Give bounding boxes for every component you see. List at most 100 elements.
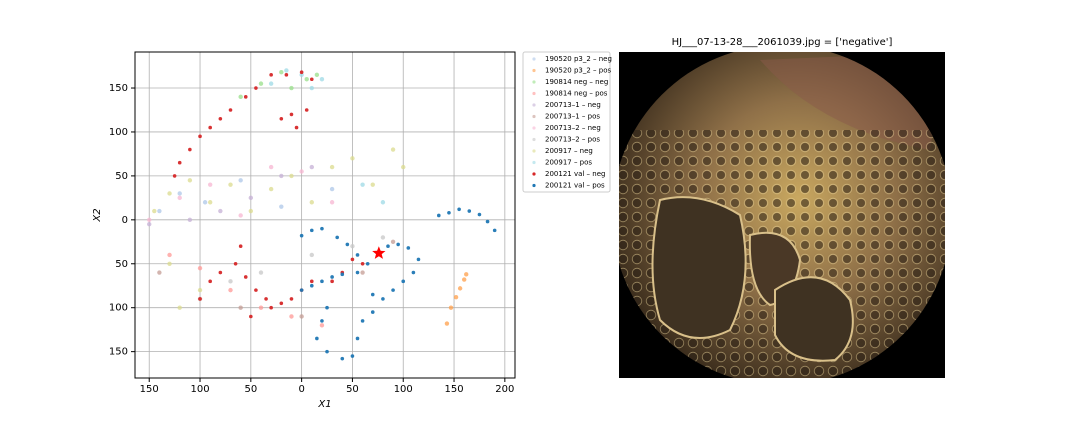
data-point [360, 270, 365, 275]
legend-label: 200121 val – pos [545, 182, 605, 190]
data-point [268, 186, 274, 192]
data-point [464, 272, 469, 277]
data-point [167, 261, 172, 266]
data-point [198, 297, 202, 301]
data-point [309, 200, 314, 205]
legend-marker [532, 126, 536, 130]
data-point [365, 261, 370, 266]
data-point [304, 77, 309, 82]
legend-marker [532, 68, 536, 73]
x-tick-label: 0 [298, 384, 304, 395]
plot-frame [134, 51, 516, 379]
data-point [167, 252, 172, 258]
data-point [207, 200, 213, 205]
y-tick-label: 50 [115, 171, 128, 182]
data-point [147, 222, 152, 227]
data-point [152, 208, 157, 214]
data-point [360, 319, 365, 323]
data-point [218, 116, 223, 121]
data-point [406, 246, 411, 250]
data-point [172, 174, 177, 178]
data-point [289, 85, 294, 91]
data-point [299, 72, 304, 78]
data-point [411, 270, 416, 275]
data-point [268, 164, 274, 170]
data-point [299, 288, 304, 292]
data-point [320, 279, 324, 284]
legend-marker [532, 57, 536, 61]
legend-label: 200713–2 – pos [545, 136, 600, 144]
data-point [264, 297, 268, 301]
data-point [325, 349, 329, 354]
data-point [391, 288, 395, 292]
data-point [208, 279, 212, 284]
data-point [386, 244, 390, 248]
y-tick-label: 100 [109, 127, 128, 138]
data-point [198, 134, 202, 139]
data-point [309, 85, 314, 91]
data-point [319, 323, 325, 328]
data-point [492, 228, 497, 233]
scatter-plot: 150 100 50 0 50 100 150 200 150 100 50 0 50 100 150 [109, 51, 516, 395]
data-point [380, 235, 386, 240]
data-point [350, 156, 355, 161]
data-point [453, 294, 459, 300]
data-point [238, 305, 243, 310]
legend-marker [532, 114, 536, 119]
data-point [289, 297, 294, 301]
data-point [345, 242, 350, 247]
data-point [355, 253, 360, 257]
x-tick-label: 100 [394, 384, 413, 395]
data-point [299, 169, 304, 174]
image-title: HJ___07-13-28___2061039.jpg = ['negative… [672, 37, 893, 48]
data-point [238, 178, 243, 183]
data-point [202, 200, 208, 205]
data-point [147, 217, 152, 223]
x-tick-label: 50 [346, 384, 359, 395]
data-point [329, 164, 335, 170]
data-point [340, 272, 345, 277]
data-point [309, 283, 314, 288]
data-point [284, 68, 289, 73]
data-point [218, 270, 223, 275]
y-tick-label: 150 [109, 347, 128, 358]
data-point [228, 287, 233, 293]
data-point [299, 70, 304, 75]
data-point [355, 270, 360, 275]
data-point [187, 217, 193, 223]
data-point [197, 265, 203, 271]
data-point [284, 73, 289, 77]
data-point [309, 164, 314, 170]
legend-label: 200713–1 – pos [545, 113, 600, 121]
data-point [355, 336, 360, 341]
data-point [467, 209, 472, 213]
data-point [447, 211, 451, 215]
data-point [381, 297, 385, 301]
debris [651, 196, 747, 339]
data-point [289, 173, 294, 179]
data-point [279, 301, 284, 306]
data-point [279, 204, 284, 209]
data-point [289, 314, 294, 319]
data-point [157, 208, 162, 214]
y-tick-label: 100 [109, 303, 128, 314]
data-point [294, 125, 299, 130]
data-point [254, 288, 258, 292]
x-tick-label: 150 [444, 384, 463, 395]
y-axis-label: X2 [92, 208, 103, 222]
data-point [350, 354, 355, 358]
y-tick-label: 150 [109, 83, 128, 94]
legend-label: 200917 – neg [545, 147, 593, 155]
data-point [177, 191, 182, 196]
data-point [370, 310, 375, 314]
x-tick-label: 150 [140, 384, 159, 395]
data-point [329, 186, 335, 192]
legend-marker [532, 160, 536, 165]
data-point [177, 195, 182, 201]
legend-label: 200713–1 – neg [545, 101, 601, 109]
data-point [320, 226, 324, 231]
x-axis-label: X1 [317, 399, 331, 410]
legend-label: 200917 – pos [545, 159, 592, 167]
data-point [350, 257, 355, 262]
